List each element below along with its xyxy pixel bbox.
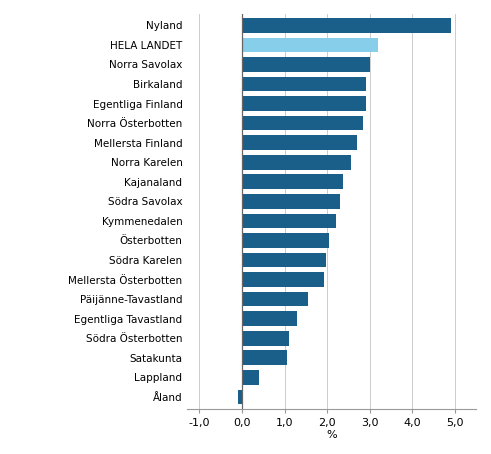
X-axis label: %: % [326, 430, 337, 440]
Bar [242, 253, 326, 267]
Bar [242, 135, 357, 150]
Bar [242, 331, 289, 345]
Bar [242, 96, 365, 111]
Bar [242, 116, 363, 130]
Bar [242, 57, 370, 72]
Bar [242, 18, 451, 33]
Bar [242, 311, 298, 326]
Bar [242, 174, 343, 189]
Bar [242, 233, 329, 248]
Bar [242, 350, 287, 365]
Bar [242, 155, 351, 169]
Bar [242, 292, 308, 306]
Bar [242, 213, 336, 228]
Bar [242, 77, 365, 91]
Bar [242, 272, 324, 287]
Bar [242, 194, 340, 209]
Bar [242, 370, 259, 385]
Bar [242, 38, 378, 52]
Bar [238, 390, 242, 404]
